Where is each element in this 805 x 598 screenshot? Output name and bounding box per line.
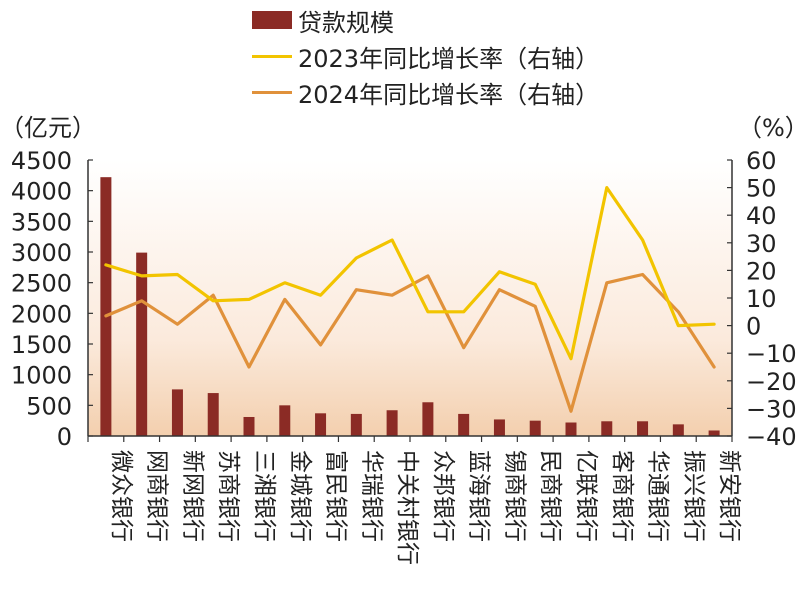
bar-微众银行 (100, 177, 112, 436)
right-tick-label: 20 (746, 257, 777, 285)
legend-item-loan-scale: 贷款规模 (252, 2, 672, 38)
legend-label: 贷款规模 (298, 8, 394, 37)
left-tick-label: 3000 (11, 239, 72, 267)
category-label: 新网银行 (179, 450, 205, 542)
left-tick-label: 3500 (11, 208, 72, 236)
left-tick-label: 500 (26, 392, 72, 420)
plot-background (88, 160, 732, 436)
category-label: 金城银行 (287, 450, 313, 542)
category-label: 振兴银行 (680, 450, 706, 542)
category-label: 民商银行 (537, 450, 563, 542)
bar-亿联银行 (565, 422, 577, 436)
bar-新安银行 (708, 430, 720, 436)
right-axis-unit: （%） (738, 114, 805, 142)
category-label: 客商银行 (609, 450, 635, 542)
category-label: 众邦银行 (430, 450, 456, 542)
right-tick-label: −30 (746, 395, 797, 423)
bar-民商银行 (529, 420, 541, 436)
series-line-2023 (104, 186, 716, 361)
right-tick-label: 50 (746, 175, 777, 203)
right-tick-label: 30 (746, 230, 777, 258)
category-label: 华瑞银行 (358, 450, 384, 542)
legend-item-2023-growth: 2023年同比增长率（右轴） (252, 38, 672, 74)
left-tick-label: 2500 (11, 270, 72, 298)
left-tick-label: 1000 (11, 362, 72, 390)
right-tick-label: −40 (746, 423, 797, 451)
bar-苏商银行 (207, 393, 219, 436)
right-tick-label: 10 (746, 285, 777, 313)
bar-华瑞银行 (350, 413, 362, 436)
legend-label: 2024年同比增长率（右轴） (298, 80, 600, 109)
bar-蓝海银行 (458, 413, 470, 436)
right-tick-label: −10 (746, 340, 797, 368)
category-label: 三湘银行 (251, 450, 277, 542)
bar-锡商银行 (493, 419, 505, 436)
bar-新网银行 (171, 389, 183, 436)
category-label: 新安银行 (716, 450, 742, 542)
legend-swatch-line (252, 90, 292, 94)
bar-众邦银行 (422, 402, 434, 436)
category-label: 富民银行 (323, 450, 349, 542)
category-label: 网商银行 (144, 450, 170, 542)
left-tick-label: 1500 (11, 331, 72, 359)
category-label: 苏商银行 (215, 450, 241, 542)
category-label: 中关村银行 (394, 450, 420, 565)
legend-label: 2023年同比增长率（右轴） (298, 44, 600, 73)
bar-富民银行 (315, 413, 327, 436)
category-label: 亿联银行 (573, 450, 599, 542)
left-tick-label: 4500 (11, 147, 72, 175)
bar-网商银行 (136, 252, 148, 436)
left-tick-label: 0 (57, 423, 72, 451)
right-tick-label: 0 (746, 313, 761, 341)
legend-swatch-bar (252, 11, 292, 29)
legend: 贷款规模 2023年同比增长率（右轴） 2024年同比增长率（右轴） (252, 2, 672, 110)
bar-华通银行 (637, 421, 649, 436)
left-tick-label: 4000 (11, 178, 72, 206)
right-tick-label: 60 (746, 147, 777, 175)
bar-客商银行 (601, 421, 613, 436)
left-tick-label: 2000 (11, 300, 72, 328)
bar-三湘银行 (243, 416, 255, 436)
bar-振兴银行 (672, 424, 684, 436)
right-tick-label: 40 (746, 202, 777, 230)
category-label: 锡商银行 (501, 450, 527, 542)
series-line-2024 (104, 272, 716, 413)
left-axis-unit: （亿元） (0, 114, 96, 142)
bar-金城银行 (279, 405, 291, 436)
category-label: 蓝海银行 (466, 450, 492, 542)
legend-swatch-line (252, 54, 292, 58)
bar-中关村银行 (386, 410, 398, 436)
category-label: 华通银行 (645, 450, 671, 542)
legend-item-2024-growth: 2024年同比增长率（右轴） (252, 74, 672, 110)
right-tick-label: −20 (746, 368, 797, 396)
category-label: 微众银行 (108, 450, 134, 542)
